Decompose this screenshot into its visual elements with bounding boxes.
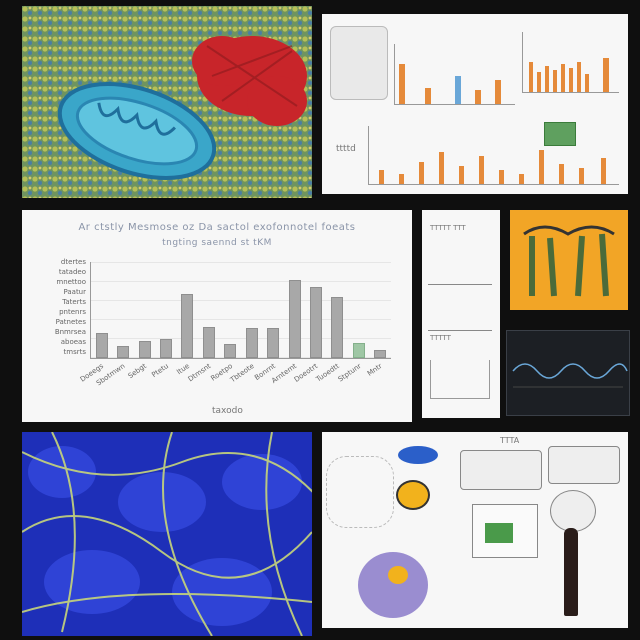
bar-9 xyxy=(288,280,301,358)
anatomy-card xyxy=(510,210,628,310)
x-tick-label: Sebgt xyxy=(126,362,149,381)
x-axis-title: taxodo xyxy=(212,406,243,416)
anatomy-art xyxy=(523,225,615,297)
screen-diagram xyxy=(472,504,538,558)
waveform-card xyxy=(506,330,630,416)
bar-11 xyxy=(331,296,344,358)
bar-0 xyxy=(95,333,108,358)
y-tick-label: aboeas xyxy=(60,338,86,346)
bracket-diagram xyxy=(430,360,490,399)
neuron-art xyxy=(22,432,312,636)
y-tick-label: pntenrs xyxy=(59,308,86,316)
bar-12 xyxy=(352,342,365,358)
line-chart-icon xyxy=(428,264,492,285)
device-diagram xyxy=(330,26,388,100)
y-axis-labels: dtertes tatadeo mnettoo Paatur Taterts pntenr… xyxy=(36,258,86,358)
y-tick-label: tatadeo xyxy=(58,268,86,276)
dashboard-charts-panel: ttttd xyxy=(322,14,628,194)
mitochondria-art xyxy=(22,6,312,198)
bar-2 xyxy=(138,340,151,358)
line-chart-icon-2 xyxy=(428,308,492,331)
yellow-organ-icon xyxy=(396,480,430,510)
x-tick-label: Tuoedtt xyxy=(314,362,342,384)
person-figure xyxy=(564,528,578,616)
info-box-2 xyxy=(548,446,620,484)
bar-13 xyxy=(374,350,387,358)
y-tick-label: mnettoo xyxy=(56,278,86,286)
chart-title: Ar ctstly Mesmose oz Da sactol exofonnot… xyxy=(78,222,356,233)
infographic-header: TTTA xyxy=(500,436,520,445)
bar-6 xyxy=(224,343,237,358)
circle-diagram xyxy=(550,490,596,532)
brain-sphere xyxy=(358,552,428,618)
chart-subtitle: tngting saennd st tKM xyxy=(162,238,272,248)
column-label-a: TTTTT TTT xyxy=(430,224,466,232)
y-tick-label: Paatur xyxy=(63,288,86,296)
y-tick-label: Taterts xyxy=(62,298,86,306)
bar-10 xyxy=(310,286,322,358)
x-tick-label: Doeotrt xyxy=(293,362,320,384)
column-label-b: TTTTT xyxy=(430,334,451,342)
info-box-1 xyxy=(460,450,542,490)
x-tick-label: Stptunr xyxy=(336,362,363,384)
bar-8 xyxy=(267,328,280,358)
x-axis-labels: Doeegs Sbotmwn Sebgt Ptetu ltue Dtmsnt Roetpo T… xyxy=(79,362,390,402)
fish-icon xyxy=(398,446,438,464)
y-tick-label: tmsrts xyxy=(63,348,86,356)
infographic-panel: TTTA xyxy=(322,432,628,628)
bar-3 xyxy=(160,338,172,358)
mitochondria-illustration xyxy=(22,6,312,198)
waveform-art xyxy=(512,363,628,388)
mini-bar-chart-3 xyxy=(368,126,619,185)
x-tick-label: Ptetu xyxy=(149,362,170,380)
y-tick-label: dtertes xyxy=(60,258,86,266)
mini-bar-chart-1 xyxy=(394,44,515,105)
x-tick-label: Mntr xyxy=(366,362,384,378)
mini-bar-chart-2 xyxy=(522,32,619,93)
bar-7 xyxy=(245,328,258,358)
small-chart-column: TTTTT TTT TTTTT xyxy=(422,210,500,418)
bar-4 xyxy=(181,293,194,358)
tissue-sketch xyxy=(326,456,394,528)
small-label: ttttd xyxy=(336,144,356,154)
bar-1 xyxy=(117,345,130,358)
small-heatmap xyxy=(544,122,576,146)
y-tick-label: Patnetes xyxy=(55,318,86,326)
bar-5 xyxy=(202,327,215,358)
y-tick-label: Bnmrsea xyxy=(54,328,86,336)
main-bar-chart-panel: Ar ctstly Mesmose oz Da sactol exofonnot… xyxy=(22,210,412,422)
plot-area xyxy=(90,262,391,359)
x-tick-label: Dtmsnt xyxy=(186,362,213,384)
neuron-network-image xyxy=(22,432,312,636)
